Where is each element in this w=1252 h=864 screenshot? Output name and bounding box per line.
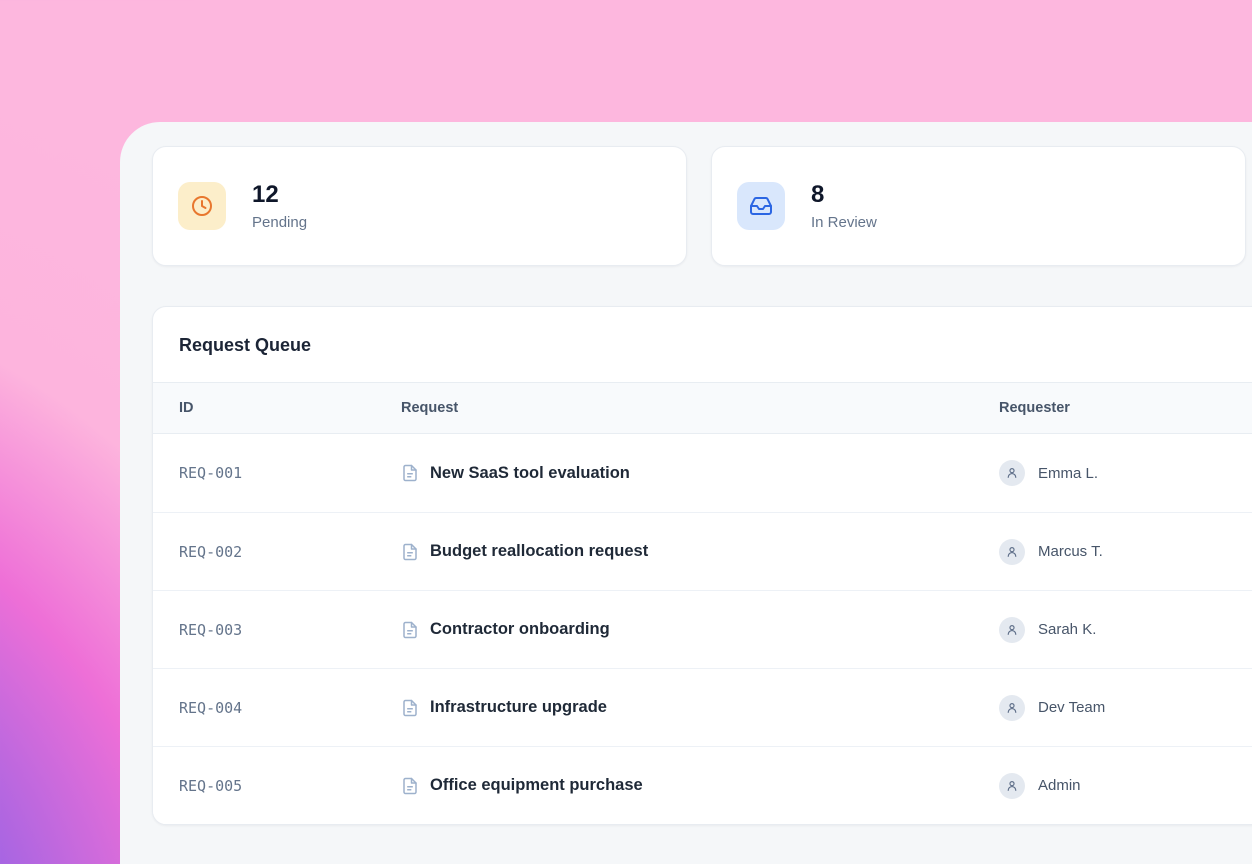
table-row[interactable]: REQ-004 Infrastructure upgrade (153, 668, 1252, 746)
requester-cell: Admin (999, 772, 1252, 799)
in-review-count: 8 (811, 181, 825, 209)
request-id: REQ-005 (179, 776, 243, 795)
request-cell: Office equipment purchase (401, 776, 999, 795)
stat-card-in-review: 8 In Review (711, 146, 1246, 266)
pending-count: 12 (252, 181, 279, 209)
column-header-id: ID (179, 400, 194, 416)
file-text-icon (401, 621, 419, 639)
pending-label: Pending (252, 213, 308, 231)
stat-text: 12 Pending (252, 181, 307, 231)
avatar (999, 538, 1025, 565)
file-text-icon (401, 543, 419, 561)
request-id: REQ-003 (179, 620, 243, 639)
request-title: Office equipment purchase (430, 776, 643, 794)
column-header-requester: Requester (999, 400, 1070, 416)
requester-cell: Sarah K. (999, 616, 1252, 643)
request-title: Infrastructure upgrade (430, 698, 607, 716)
table-row[interactable]: REQ-005 Office equipment purchase (153, 746, 1252, 824)
table-row[interactable]: REQ-003 Contractor onboarding (153, 590, 1252, 668)
requester-name: Dev Team (1038, 699, 1106, 716)
avatar (999, 460, 1025, 486)
requester-name: Admin (1038, 777, 1081, 794)
main-panel: 12 Pending 8 In Review Request Queue ID … (120, 122, 1252, 864)
requester-cell: Dev Team (999, 694, 1252, 721)
request-cell: Budget reallocation request (401, 542, 999, 561)
inbox-icon (737, 182, 785, 230)
requester-cell: Marcus T. (999, 538, 1252, 565)
requester-cell: Emma L. (999, 460, 1252, 486)
request-queue-card: Request Queue ID Request Requester REQ-0… (152, 306, 1252, 825)
request-cell: New SaaS tool evaluation (401, 464, 999, 483)
avatar (999, 616, 1025, 643)
file-text-icon (401, 464, 419, 482)
requester-name: Sarah K. (1038, 621, 1097, 638)
request-title: Contractor onboarding (430, 620, 610, 638)
file-text-icon (401, 699, 419, 717)
stat-card-pending: 12 Pending (152, 146, 687, 266)
clock-icon (178, 182, 226, 230)
request-title: Budget reallocation request (430, 542, 649, 560)
page-title: Request Queue (179, 335, 312, 355)
stat-cards: 12 Pending 8 In Review (152, 146, 1246, 266)
requester-name: Marcus T. (1038, 543, 1103, 560)
request-id: REQ-002 (179, 542, 243, 561)
request-cell: Contractor onboarding (401, 620, 999, 639)
stat-text: 8 In Review (811, 181, 877, 231)
request-id: REQ-001 (179, 464, 243, 482)
file-text-icon (401, 777, 419, 795)
table-body: REQ-001 New SaaS tool evaluation (153, 434, 1252, 824)
request-cell: Infrastructure upgrade (401, 698, 999, 717)
avatar (999, 694, 1025, 721)
request-title: New SaaS tool evaluation (430, 463, 630, 482)
requester-name: Emma L. (1038, 464, 1099, 482)
request-id: REQ-004 (179, 698, 243, 717)
column-header-request: Request (401, 400, 459, 416)
in-review-label: In Review (811, 213, 877, 231)
table-header-row: ID Request Requester (153, 382, 1252, 434)
table-row[interactable]: REQ-001 New SaaS tool evaluation (153, 434, 1252, 512)
avatar (999, 772, 1025, 799)
table-row[interactable]: REQ-002 Budget reallocation request (153, 512, 1252, 590)
